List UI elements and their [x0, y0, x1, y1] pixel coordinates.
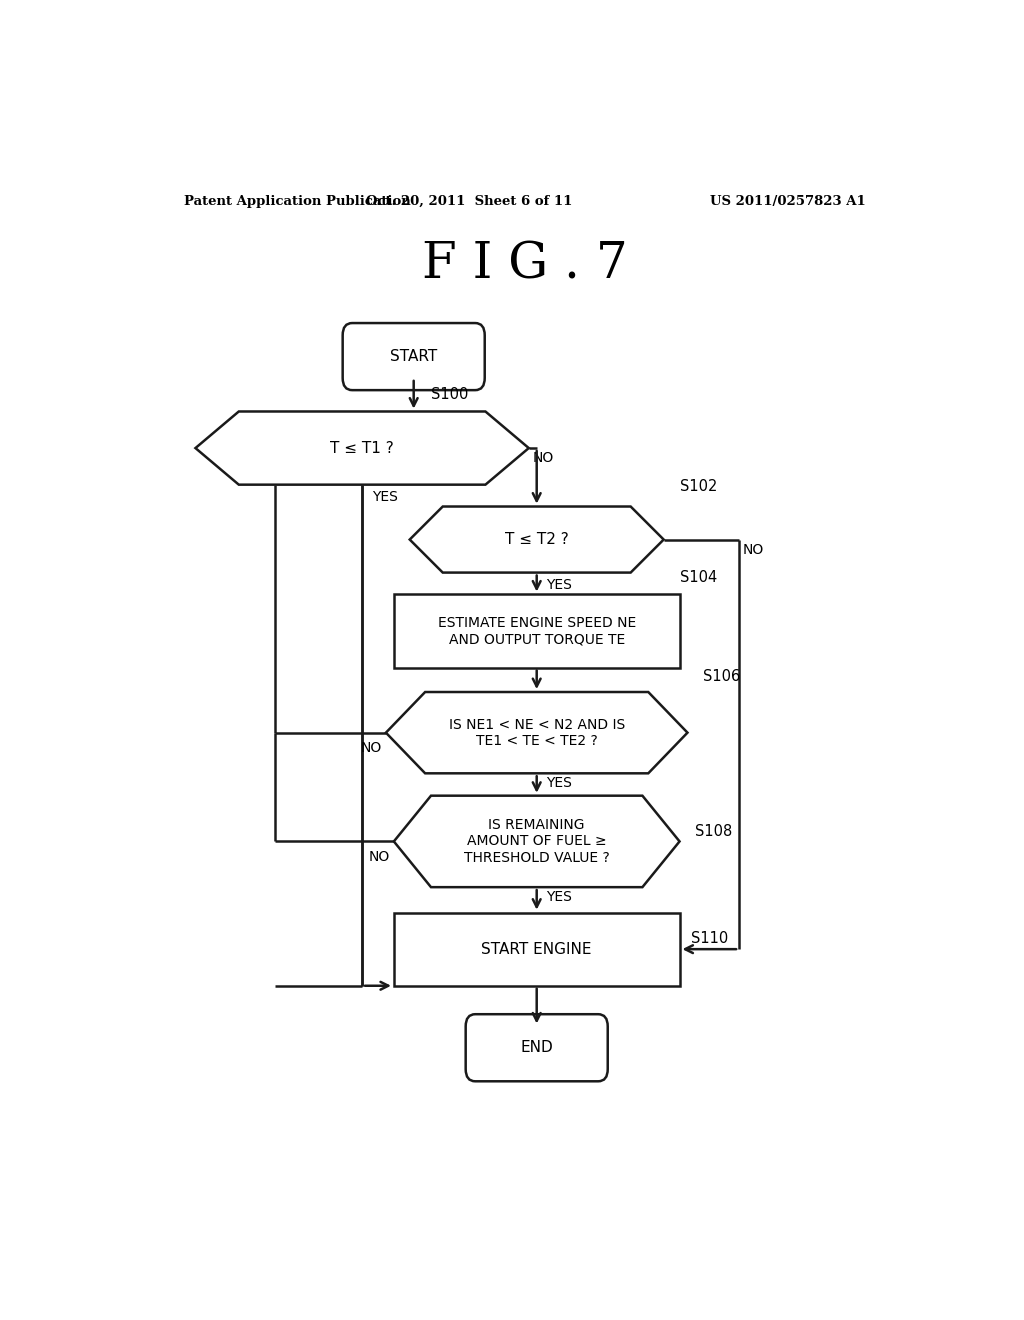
Text: NO: NO	[532, 451, 554, 465]
Text: T ≤ T2 ?: T ≤ T2 ?	[505, 532, 568, 546]
Text: NO: NO	[360, 741, 382, 755]
Text: YES: YES	[546, 776, 572, 791]
Bar	[394, 594, 680, 668]
Polygon shape	[386, 692, 687, 774]
Text: Patent Application Publication: Patent Application Publication	[183, 194, 411, 207]
Text: IS NE1 < NE < N2 AND IS
TE1 < TE < TE2 ?: IS NE1 < NE < N2 AND IS TE1 < TE < TE2 ?	[449, 718, 625, 747]
Text: YES: YES	[546, 578, 572, 591]
Bar	[394, 912, 680, 986]
Text: S102: S102	[680, 479, 717, 494]
Text: END: END	[520, 1040, 553, 1055]
Text: US 2011/0257823 A1: US 2011/0257823 A1	[711, 194, 866, 207]
Text: NO: NO	[369, 850, 390, 863]
Text: YES: YES	[546, 890, 572, 904]
Text: START: START	[390, 348, 437, 364]
Text: S104: S104	[680, 570, 717, 585]
Text: S100: S100	[431, 387, 469, 403]
Text: START ENGINE: START ENGINE	[481, 941, 592, 957]
Polygon shape	[196, 412, 528, 484]
FancyBboxPatch shape	[466, 1014, 607, 1081]
Text: NO: NO	[743, 543, 764, 557]
Text: YES: YES	[372, 490, 397, 504]
Text: IS REMAINING
AMOUNT OF FUEL ≥
THRESHOLD VALUE ?: IS REMAINING AMOUNT OF FUEL ≥ THRESHOLD …	[464, 818, 609, 865]
FancyBboxPatch shape	[343, 323, 484, 391]
Text: Oct. 20, 2011  Sheet 6 of 11: Oct. 20, 2011 Sheet 6 of 11	[366, 194, 572, 207]
Text: F I G . 7: F I G . 7	[422, 240, 628, 290]
Text: S108: S108	[695, 824, 733, 838]
Text: S110: S110	[691, 932, 729, 946]
Text: ESTIMATE ENGINE SPEED NE
AND OUTPUT TORQUE TE: ESTIMATE ENGINE SPEED NE AND OUTPUT TORQ…	[437, 616, 636, 645]
Polygon shape	[394, 796, 680, 887]
Text: S106: S106	[703, 669, 740, 684]
Text: T ≤ T1 ?: T ≤ T1 ?	[330, 441, 394, 455]
Polygon shape	[410, 507, 664, 573]
